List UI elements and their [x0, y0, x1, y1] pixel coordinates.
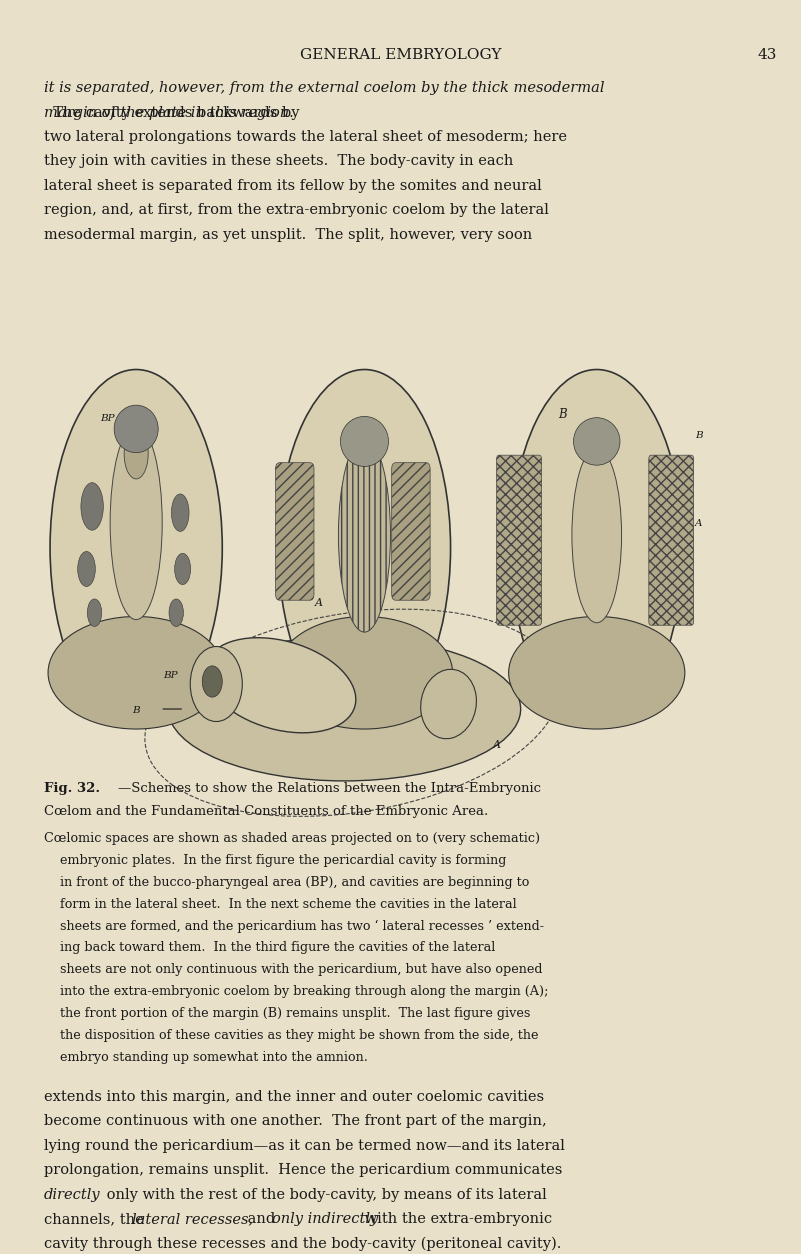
Ellipse shape	[338, 439, 391, 632]
Ellipse shape	[572, 448, 622, 623]
Ellipse shape	[191, 647, 242, 721]
Ellipse shape	[279, 370, 450, 726]
FancyBboxPatch shape	[276, 463, 314, 601]
Text: B: B	[695, 431, 703, 440]
Text: become continuous with one another.  The front part of the margin,: become continuous with one another. The …	[44, 1115, 547, 1129]
Ellipse shape	[509, 617, 685, 729]
Text: A: A	[493, 740, 501, 750]
FancyBboxPatch shape	[497, 455, 541, 626]
Ellipse shape	[81, 483, 103, 530]
Text: into the extra-embryonic coelom by breaking through along the margin (A);: into the extra-embryonic coelom by break…	[44, 986, 549, 998]
Text: cavity through these recesses and the body-cavity (peritoneal cavity).: cavity through these recesses and the bo…	[44, 1236, 562, 1250]
Text: two lateral prolongations towards the lateral sheet of mesoderm; here: two lateral prolongations towards the la…	[44, 130, 567, 144]
Ellipse shape	[50, 370, 223, 726]
Text: Cœlom and the Fundamental Constituents of the Embryonic Area.: Cœlom and the Fundamental Constituents o…	[44, 805, 489, 818]
FancyBboxPatch shape	[392, 463, 430, 601]
Ellipse shape	[48, 617, 224, 729]
Text: ing back toward them.  In the third figure the cavities of the lateral: ing back toward them. In the third figur…	[44, 942, 496, 954]
Text: margin of the plate in this region.: margin of the plate in this region.	[44, 105, 294, 119]
Text: A: A	[315, 598, 323, 608]
Text: BP: BP	[163, 671, 178, 680]
Text: 43: 43	[758, 48, 777, 61]
Text: B: B	[132, 706, 140, 715]
Text: embryonic plates.  In the first figure the pericardial cavity is forming: embryonic plates. In the first figure th…	[44, 854, 506, 867]
Ellipse shape	[169, 599, 183, 627]
Text: BP: BP	[100, 414, 115, 423]
Ellipse shape	[421, 670, 477, 739]
Ellipse shape	[203, 666, 223, 697]
Text: in front of the bucco-pharyngeal area (BP), and cavities are beginning to: in front of the bucco-pharyngeal area (B…	[44, 875, 529, 889]
Text: —Schemes to show the Relations between the Intra-Embryonic: —Schemes to show the Relations between t…	[118, 781, 541, 795]
Text: the front portion of the margin (B) remains unsplit.  The last figure gives: the front portion of the margin (B) rema…	[44, 1007, 530, 1020]
Text: and: and	[243, 1213, 280, 1226]
Text: it is separated, however, from the external coelom by the thick mesodermal: it is separated, however, from the exter…	[44, 82, 605, 95]
Text: channels, the: channels, the	[44, 1213, 148, 1226]
Text: prolongation, remains unsplit.  Hence the pericardium communicates: prolongation, remains unsplit. Hence the…	[44, 1164, 562, 1178]
Text: sheets are formed, and the pericardium has two ‘ lateral recesses ’ extend-: sheets are formed, and the pericardium h…	[44, 919, 544, 933]
Text: The cavity extends backwards by: The cavity extends backwards by	[44, 105, 300, 119]
Text: sheets are not only continuous with the pericardium, but have also opened: sheets are not only continuous with the …	[44, 963, 542, 976]
Text: directly: directly	[44, 1188, 101, 1201]
Text: only indirectly: only indirectly	[272, 1213, 379, 1226]
Ellipse shape	[574, 418, 620, 465]
Ellipse shape	[340, 416, 388, 466]
Text: the disposition of these cavities as they might be shown from the side, the: the disposition of these cavities as the…	[44, 1028, 538, 1042]
Text: lateral recesses,: lateral recesses,	[132, 1213, 253, 1226]
Text: lateral sheet is separated from its fellow by the somites and neural: lateral sheet is separated from its fell…	[44, 179, 541, 193]
Ellipse shape	[115, 405, 159, 453]
Ellipse shape	[111, 426, 162, 619]
Text: form in the lateral sheet.  In the next scheme the cavities in the lateral: form in the lateral sheet. In the next s…	[44, 898, 517, 910]
Text: Cœlomic spaces are shown as shaded areas projected on to (very schematic): Cœlomic spaces are shown as shaded areas…	[44, 831, 540, 845]
Ellipse shape	[175, 553, 191, 584]
Text: B: B	[558, 409, 567, 421]
Ellipse shape	[276, 617, 453, 729]
Ellipse shape	[168, 637, 521, 781]
Text: GENERAL EMBRYOLOGY: GENERAL EMBRYOLOGY	[300, 48, 501, 61]
Text: A: A	[695, 519, 702, 528]
Text: mesodermal margin, as yet unsplit.  The split, however, very soon: mesodermal margin, as yet unsplit. The s…	[44, 227, 533, 242]
Text: Fig. 32.: Fig. 32.	[44, 781, 100, 795]
Text: embryo standing up somewhat into the amnion.: embryo standing up somewhat into the amn…	[44, 1051, 368, 1063]
Text: they join with cavities in these sheets.  The body-cavity in each: they join with cavities in these sheets.…	[44, 154, 513, 168]
Ellipse shape	[124, 429, 148, 479]
Ellipse shape	[171, 494, 189, 532]
FancyBboxPatch shape	[649, 455, 694, 626]
Ellipse shape	[78, 552, 95, 587]
Text: lying round the pericardium—as it can be termed now—and its lateral: lying round the pericardium—as it can be…	[44, 1139, 565, 1152]
Text: only with the rest of the body-cavity, by means of its lateral: only with the rest of the body-cavity, b…	[102, 1188, 546, 1201]
Ellipse shape	[87, 599, 102, 627]
Text: with the extra-embryonic: with the extra-embryonic	[360, 1213, 553, 1226]
Ellipse shape	[511, 370, 682, 726]
Text: region, and, at first, from the extra-embryonic coelom by the lateral: region, and, at first, from the extra-em…	[44, 203, 549, 217]
Text: extends into this margin, and the inner and outer coelomic cavities: extends into this margin, and the inner …	[44, 1090, 544, 1104]
Ellipse shape	[205, 638, 356, 732]
